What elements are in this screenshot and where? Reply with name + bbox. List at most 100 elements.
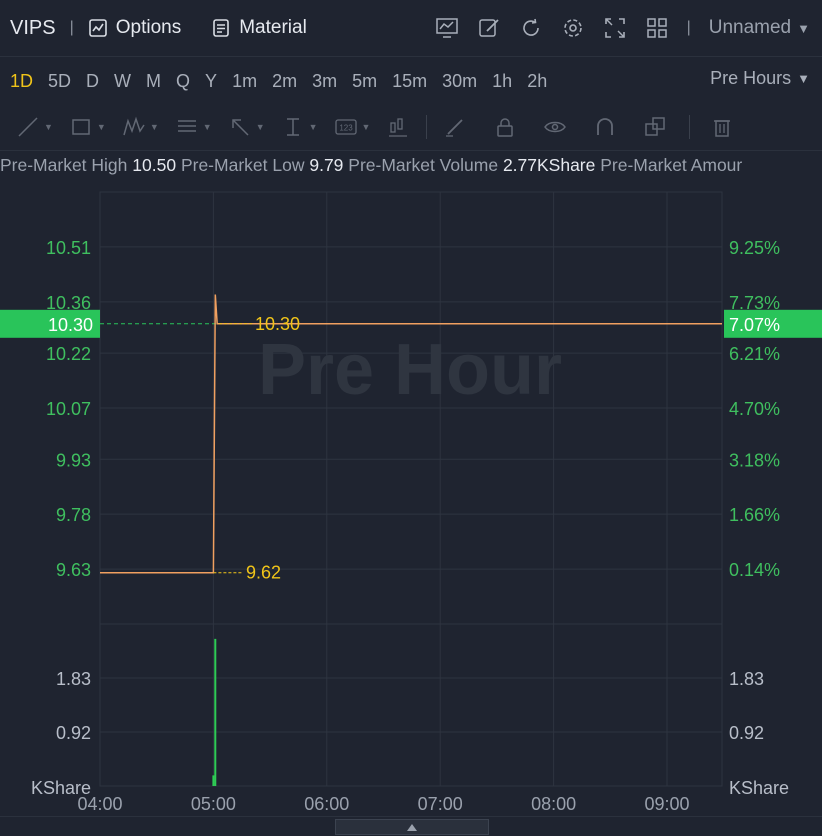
pattern-tool-icon[interactable]: ▼ xyxy=(122,115,159,139)
settings-icon[interactable] xyxy=(561,16,585,40)
volume-bar xyxy=(212,775,215,786)
period-2h[interactable]: 2h xyxy=(527,70,548,91)
volume-axis-label: 1.83 xyxy=(56,669,91,689)
trash-icon[interactable] xyxy=(710,115,734,139)
period-30m[interactable]: 30m xyxy=(442,70,478,91)
toolbar-divider xyxy=(426,115,428,139)
last-price-tag-text: 10.30 xyxy=(48,315,93,335)
number-tool-icon[interactable]: 123 ▼ xyxy=(334,115,370,139)
percent-axis-label: 3.18% xyxy=(729,450,780,470)
low-value: 9.79 xyxy=(309,155,344,175)
period-2m[interactable]: 2m xyxy=(272,70,298,91)
time-axis-label: 04:00 xyxy=(77,794,122,814)
price-axis-label: 10.22 xyxy=(46,344,91,364)
toolbar-divider xyxy=(689,115,691,139)
volume-unit-label: KShare xyxy=(31,778,91,798)
percent-axis-label: 6.21% xyxy=(729,344,780,364)
amount-label: Pre-Market Amour xyxy=(600,155,743,175)
layout-name: Unnamed xyxy=(708,17,792,38)
indicator-icon[interactable] xyxy=(435,16,459,40)
measure-tool-icon[interactable]: ▼ xyxy=(286,118,318,136)
caret-up-icon xyxy=(407,823,417,831)
options-icon xyxy=(88,19,107,37)
clone-icon[interactable] xyxy=(643,115,667,139)
watermark-text: Pre Hour xyxy=(258,330,562,410)
price-axis-label: 10.51 xyxy=(46,238,91,258)
draw-icon[interactable] xyxy=(477,16,501,40)
period-d[interactable]: D xyxy=(86,70,100,91)
period-q[interactable]: Q xyxy=(176,70,191,91)
candle-tool-icon[interactable] xyxy=(386,115,410,139)
price-axis-label: 9.93 xyxy=(56,450,91,470)
svg-text:123: 123 xyxy=(339,124,353,133)
time-axis-label: 08:00 xyxy=(531,794,576,814)
period-y[interactable]: Y xyxy=(205,70,218,91)
volume-unit-label-right: KShare xyxy=(729,778,789,798)
period-1d[interactable]: 1D xyxy=(10,70,34,91)
material-label: Material xyxy=(239,17,307,38)
fib-tool-icon[interactable]: ▼ xyxy=(177,120,212,132)
max-annotation-label: 10.30 xyxy=(255,314,300,334)
time-axis-label: 09:00 xyxy=(644,794,689,814)
pen-icon[interactable] xyxy=(443,115,467,139)
chart-frame xyxy=(99,191,723,787)
material-button[interactable]: Material xyxy=(211,17,307,39)
premarket-info-bar: Pre-Market High 10.50 Pre-Market Low 9.7… xyxy=(0,155,822,183)
options-button[interactable]: Options xyxy=(88,17,181,39)
volume-bar xyxy=(214,638,217,786)
fullscreen-icon[interactable] xyxy=(603,16,627,40)
period-5d[interactable]: 5D xyxy=(48,70,72,91)
percent-axis-label: 9.25% xyxy=(729,238,780,258)
last-percent-tag-text: 7.07% xyxy=(729,315,780,335)
time-axis-label: 05:00 xyxy=(191,794,236,814)
time-axis-label: 06:00 xyxy=(304,794,349,814)
symbol-label[interactable]: VIPS xyxy=(10,16,56,39)
separator: | xyxy=(69,19,74,36)
period-list: 1D 5D D W M Q Y 1m 2m 3m 5m 15m 30m 1h 2h xyxy=(0,71,550,92)
high-value: 10.50 xyxy=(132,155,177,175)
period-m[interactable]: M xyxy=(146,70,162,91)
layout-grid-icon[interactable] xyxy=(645,16,669,40)
scroll-handle[interactable] xyxy=(335,819,489,835)
price-axis-label: 9.63 xyxy=(56,560,91,580)
material-icon xyxy=(213,19,230,37)
price-series-line xyxy=(100,294,722,574)
refresh-icon[interactable] xyxy=(519,16,543,40)
eye-icon[interactable] xyxy=(543,115,567,139)
period-bar: 1D 5D D W M Q Y 1m 2m 3m 5m 15m 30m 1h 2h Pre Hours ▼ xyxy=(0,58,822,104)
top-toolbar: VIPS | Options Material | Unnamed ▼ xyxy=(0,0,822,57)
period-w[interactable]: W xyxy=(114,70,132,91)
session-label: Pre Hours xyxy=(710,68,792,88)
rectangle-tool-icon[interactable]: ▼ xyxy=(69,115,106,139)
volume-axis-label-right: 0.92 xyxy=(729,723,764,743)
time-axis-label: 07:00 xyxy=(418,794,463,814)
period-1m[interactable]: 1m xyxy=(232,70,258,91)
period-15m[interactable]: 15m xyxy=(392,70,428,91)
percent-axis-label: 4.70% xyxy=(729,399,780,419)
min-annotation-label: 9.62 xyxy=(246,563,281,583)
magnet-icon[interactable] xyxy=(593,115,617,139)
caret-down-icon: ▼ xyxy=(797,71,810,86)
chart-area[interactable]: Pre Hour 10.51 9.25% 10.36 7.73% 10.22 6.21% 10… xyxy=(0,184,822,816)
period-5m[interactable]: 5m xyxy=(352,70,378,91)
period-1h[interactable]: 1h xyxy=(492,70,513,91)
layout-selector[interactable]: Unnamed ▼ xyxy=(709,17,810,39)
volume-axis-label-right: 1.83 xyxy=(729,669,764,689)
bottom-scroll-bar xyxy=(0,816,822,836)
percent-axis-label: 1.66% xyxy=(729,505,780,525)
separator: | xyxy=(686,19,691,36)
price-axis-label: 9.78 xyxy=(56,505,91,525)
drawing-toolbar: ▼ ▼ ▼ ▼ ▼ ▼ 123 ▼ xyxy=(0,104,822,151)
price-axis-label: 10.36 xyxy=(46,293,91,313)
lock-icon[interactable] xyxy=(493,115,517,139)
price-chart[interactable]: Pre Hour 10.51 9.25% 10.36 7.73% 10.22 6.21% 10… xyxy=(0,184,822,816)
session-selector[interactable]: Pre Hours ▼ xyxy=(710,68,810,89)
top-icon-group: | Unnamed ▼ xyxy=(417,0,810,56)
line-tool-icon[interactable]: ▼ xyxy=(16,115,53,139)
caret-down-icon: ▼ xyxy=(797,20,810,36)
volume-axis-label: 0.92 xyxy=(56,723,91,743)
options-label: Options xyxy=(115,17,182,38)
arrow-tool-icon[interactable]: ▼ xyxy=(228,115,265,139)
last-price-tag xyxy=(0,309,100,338)
period-3m[interactable]: 3m xyxy=(312,70,338,91)
